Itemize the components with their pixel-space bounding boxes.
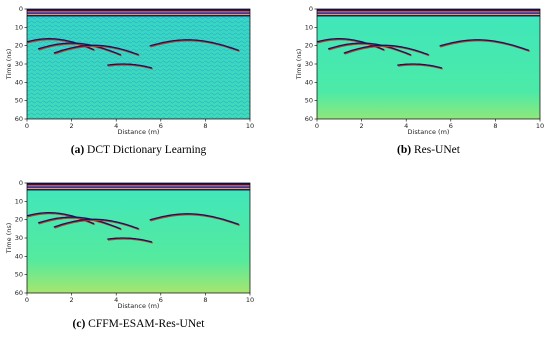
y-tick-label: 0 (19, 179, 23, 187)
x-axis-label: Distance (m) (408, 128, 450, 136)
y-tick-label: 60 (15, 289, 23, 297)
radargram (27, 9, 250, 119)
y-tick-label: 10 (305, 23, 313, 31)
x-tick-label: 0 (25, 122, 29, 130)
y-tick-label: 10 (15, 23, 23, 31)
y-tick-label: 60 (305, 115, 313, 123)
radargram (317, 9, 540, 119)
x-tick-label: 0 (25, 296, 29, 304)
x-tick-label: 6 (159, 296, 163, 304)
y-tick-label: 20 (305, 42, 313, 50)
panel: 0 2 4 6 8 10 0 10 20 30 40 50 60 Distance (m) Time (ns… (5, 5, 254, 156)
caption-text: Res-UNet (414, 144, 461, 156)
y-tick-label: 30 (305, 60, 313, 68)
y-tick-label: 50 (15, 97, 23, 105)
y-tick-label: 10 (15, 197, 23, 205)
y-tick-label: 20 (15, 216, 23, 224)
caption: (c) CFFM-ESAM-Res-UNet (73, 318, 206, 330)
y-tick-label: 20 (15, 42, 23, 50)
x-tick-label: 4 (404, 122, 408, 130)
panel: 0 2 4 6 8 10 0 10 20 30 40 50 60 Distance (m) Time (ns… (5, 179, 254, 330)
caption-tag: (b) (397, 144, 411, 156)
panel: 0 2 4 6 8 10 0 10 20 30 40 50 60 Distance (m) Time (ns… (295, 5, 544, 156)
x-tick-label: 8 (203, 296, 207, 304)
caption-tag: (c) (73, 318, 86, 330)
x-tick-label: 6 (449, 122, 453, 130)
x-tick-label: 10 (246, 122, 254, 130)
x-tick-label: 4 (114, 296, 118, 304)
caption: (b) Res-UNet (397, 144, 461, 156)
x-tick-label: 8 (203, 122, 207, 130)
caption-text: DCT Dictionary Learning (87, 144, 206, 156)
radargram (27, 183, 250, 293)
x-tick-label: 10 (246, 296, 254, 304)
x-tick-label: 4 (114, 122, 118, 130)
x-tick-label: 2 (70, 122, 74, 130)
y-tick-label: 30 (15, 60, 23, 68)
y-tick-label: 30 (15, 234, 23, 242)
y-tick-label: 40 (15, 252, 23, 260)
caption: (a) DCT Dictionary Learning (71, 144, 207, 156)
caption-text: CFFM-ESAM-Res-UNet (88, 318, 205, 330)
y-tick-label: 40 (15, 78, 23, 86)
caption-tag: (a) (71, 144, 85, 156)
y-tick-label: 40 (305, 78, 313, 86)
y-axis-label: Time (ns) (295, 49, 303, 81)
x-tick-label: 2 (70, 296, 74, 304)
y-tick-label: 0 (309, 5, 313, 13)
x-tick-label: 2 (360, 122, 364, 130)
y-axis-label: Time (ns) (5, 223, 13, 255)
y-axis-label: Time (ns) (5, 49, 13, 81)
x-axis-label: Distance (m) (118, 128, 160, 136)
x-tick-label: 8 (493, 122, 497, 130)
y-tick-label: 50 (15, 271, 23, 279)
x-tick-label: 6 (159, 122, 163, 130)
y-tick-label: 50 (305, 97, 313, 105)
x-tick-label: 0 (315, 122, 319, 130)
y-tick-label: 60 (15, 115, 23, 123)
x-axis-label: Distance (m) (118, 302, 160, 310)
y-tick-label: 0 (19, 5, 23, 13)
x-tick-label: 10 (536, 122, 544, 130)
